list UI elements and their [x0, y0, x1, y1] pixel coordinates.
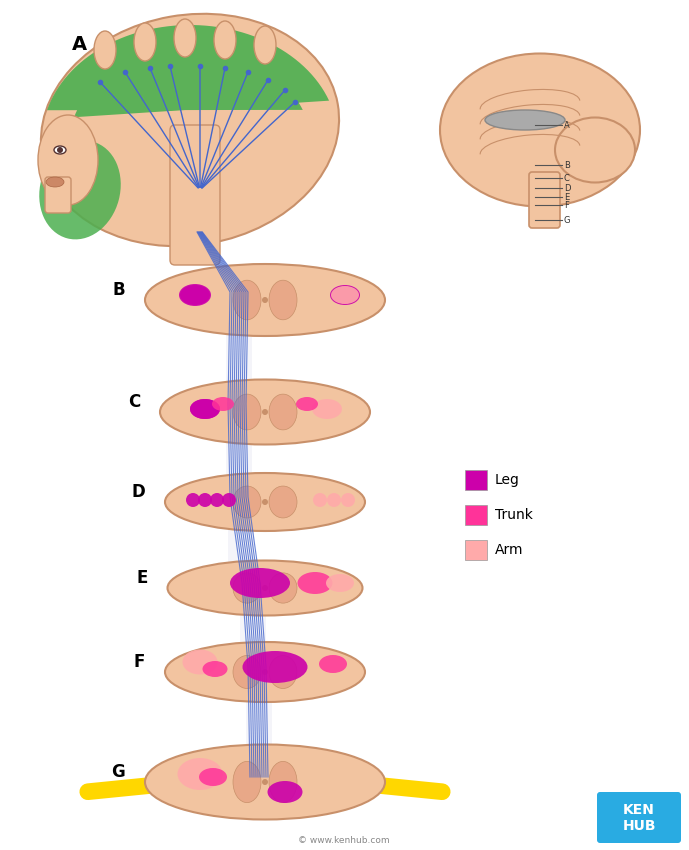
- Text: A: A: [72, 35, 87, 54]
- FancyBboxPatch shape: [597, 792, 681, 843]
- Ellipse shape: [269, 655, 297, 688]
- Ellipse shape: [269, 486, 297, 518]
- Text: G: G: [111, 763, 125, 781]
- Text: Leg: Leg: [495, 473, 520, 487]
- Circle shape: [210, 493, 224, 507]
- Circle shape: [222, 493, 236, 507]
- FancyBboxPatch shape: [240, 592, 267, 657]
- Ellipse shape: [230, 568, 290, 598]
- Ellipse shape: [199, 768, 227, 786]
- Ellipse shape: [54, 146, 66, 154]
- Ellipse shape: [178, 758, 223, 790]
- Circle shape: [262, 297, 268, 303]
- Ellipse shape: [485, 110, 565, 130]
- Ellipse shape: [174, 19, 196, 57]
- Ellipse shape: [233, 762, 261, 802]
- FancyBboxPatch shape: [170, 125, 220, 265]
- Text: C: C: [564, 173, 570, 183]
- Text: D: D: [564, 184, 570, 192]
- Ellipse shape: [269, 573, 297, 604]
- Text: B: B: [112, 281, 125, 299]
- Text: Arm: Arm: [495, 543, 524, 557]
- Text: B: B: [564, 161, 570, 169]
- Circle shape: [262, 499, 268, 505]
- Ellipse shape: [555, 117, 635, 183]
- Ellipse shape: [203, 661, 227, 677]
- FancyBboxPatch shape: [465, 540, 487, 560]
- Ellipse shape: [254, 26, 276, 64]
- Ellipse shape: [243, 651, 307, 683]
- Ellipse shape: [298, 572, 333, 594]
- FancyBboxPatch shape: [529, 172, 560, 228]
- Ellipse shape: [180, 285, 210, 305]
- FancyBboxPatch shape: [465, 505, 487, 525]
- Text: F: F: [134, 653, 145, 671]
- Text: KEN: KEN: [623, 803, 655, 817]
- Text: HUB: HUB: [622, 819, 656, 833]
- Ellipse shape: [233, 280, 261, 320]
- Ellipse shape: [179, 284, 211, 306]
- Ellipse shape: [312, 399, 342, 419]
- Text: A: A: [564, 121, 570, 129]
- Ellipse shape: [190, 399, 220, 419]
- Ellipse shape: [94, 31, 116, 69]
- Ellipse shape: [267, 781, 302, 803]
- Ellipse shape: [331, 286, 359, 304]
- FancyArrowPatch shape: [88, 782, 182, 791]
- FancyArrowPatch shape: [348, 782, 442, 791]
- FancyBboxPatch shape: [227, 507, 254, 573]
- Ellipse shape: [145, 745, 385, 819]
- Ellipse shape: [134, 23, 156, 61]
- Ellipse shape: [41, 14, 339, 246]
- Text: Trunk: Trunk: [495, 508, 533, 522]
- Circle shape: [327, 493, 341, 507]
- Text: E: E: [564, 192, 569, 201]
- Circle shape: [198, 493, 212, 507]
- Circle shape: [262, 585, 268, 591]
- Circle shape: [262, 409, 268, 415]
- FancyBboxPatch shape: [45, 177, 71, 213]
- Ellipse shape: [165, 642, 365, 702]
- Ellipse shape: [214, 21, 236, 59]
- Circle shape: [262, 669, 268, 675]
- Ellipse shape: [183, 649, 218, 675]
- Ellipse shape: [269, 394, 297, 430]
- Ellipse shape: [269, 280, 297, 320]
- Ellipse shape: [38, 115, 98, 205]
- Ellipse shape: [326, 574, 354, 592]
- Ellipse shape: [233, 394, 261, 430]
- Ellipse shape: [160, 379, 370, 445]
- FancyBboxPatch shape: [226, 414, 252, 487]
- FancyBboxPatch shape: [226, 302, 252, 394]
- Text: D: D: [131, 483, 145, 501]
- Circle shape: [341, 493, 355, 507]
- PathPatch shape: [47, 25, 329, 117]
- Ellipse shape: [330, 285, 360, 305]
- Ellipse shape: [440, 54, 640, 207]
- Ellipse shape: [167, 560, 362, 615]
- Ellipse shape: [212, 397, 234, 411]
- Circle shape: [262, 779, 268, 785]
- Ellipse shape: [296, 397, 318, 411]
- Text: G: G: [564, 216, 570, 224]
- Ellipse shape: [190, 399, 220, 419]
- FancyBboxPatch shape: [465, 470, 487, 490]
- Circle shape: [57, 147, 63, 153]
- Ellipse shape: [269, 762, 297, 802]
- Ellipse shape: [46, 177, 64, 187]
- Ellipse shape: [145, 264, 385, 336]
- Ellipse shape: [39, 140, 121, 240]
- Text: C: C: [127, 393, 140, 411]
- Text: F: F: [564, 201, 569, 209]
- Ellipse shape: [319, 655, 347, 673]
- Circle shape: [186, 493, 200, 507]
- Ellipse shape: [233, 573, 261, 604]
- Text: E: E: [136, 569, 148, 587]
- FancyBboxPatch shape: [246, 677, 272, 768]
- Circle shape: [313, 493, 327, 507]
- Ellipse shape: [233, 655, 261, 688]
- Text: © www.kenhub.com: © www.kenhub.com: [298, 836, 390, 845]
- Ellipse shape: [165, 473, 365, 531]
- Ellipse shape: [233, 486, 261, 518]
